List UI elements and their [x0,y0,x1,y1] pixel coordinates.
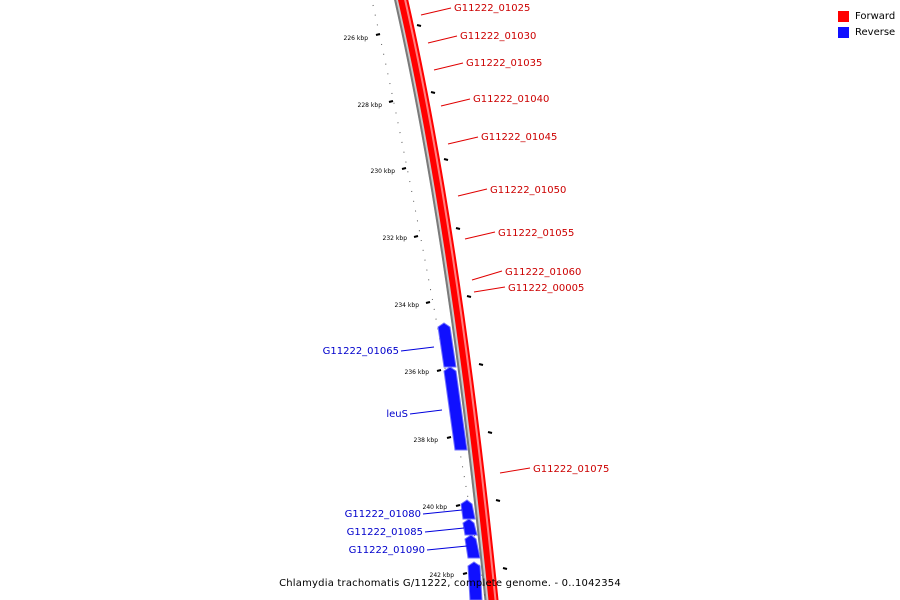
reverse-gene-block[interactable] [437,322,457,368]
scale-ticks [375,33,468,575]
legend-item-reverse[interactable]: Reverse [838,24,895,40]
forward-gene-label[interactable]: G11222_01040 [473,94,549,105]
legend-item-forward[interactable]: Forward [838,8,895,24]
forward-gene-label[interactable]: G11222_01045 [481,132,557,143]
tick-label: 232 kbp [383,235,408,242]
tick-label: 230 kbp [371,168,396,175]
forward-gene-label[interactable]: G11222_00005 [508,283,584,294]
forward-gene-label[interactable]: G11222_01025 [454,3,530,14]
forward-leader-lines [420,7,531,474]
legend-label: Reverse [855,26,896,38]
scale-dotted-line [372,4,486,599]
tick-label: 240 kbp [423,504,448,511]
reverse-gene-label[interactable]: G11222_01085 [347,527,423,538]
genome-caption: Chlamydia trachomatis G/11222, complete … [279,578,621,589]
forward-strand-arc [398,0,499,600]
tick-label: 236 kbp [405,369,430,376]
forward-gene-label[interactable]: G11222_01060 [505,267,581,278]
tick-label: 238 kbp [414,437,439,444]
reverse-gene-block[interactable] [462,518,478,536]
forward-gene-label[interactable]: G11222_01035 [466,58,542,69]
forward-gene-label[interactable]: G11222_01055 [498,228,574,239]
tick-label: 228 kbp [358,102,383,109]
reverse-leader-lines [400,346,468,551]
forward-gene-label[interactable]: G11222_01030 [460,31,536,42]
forward-gene-labels: G11222_01025 G11222_01030 G11222_01035 G… [454,3,609,475]
legend: Forward Reverse [838,8,895,40]
genome-backbone-shadow [394,0,491,600]
forward-gene-label[interactable]: G11222_01050 [490,185,566,196]
tick-label: 226 kbp [344,35,369,42]
reverse-gene-blocks [437,322,483,600]
reverse-gene-label[interactable]: G11222_01065 [323,346,399,357]
reverse-gene-label[interactable]: G11222_01090 [349,545,425,556]
reverse-gene-label[interactable]: G11222_01080 [345,509,421,520]
reverse-gene-block[interactable] [460,499,476,520]
forward-swatch [838,10,849,22]
forward-gene-label[interactable]: G11222_01075 [533,464,609,475]
legend-label: Forward [855,10,896,22]
reverse-gene-block[interactable] [443,366,468,451]
scale-tick-labels: 226 kbp 228 kbp 230 kbp 232 kbp 234 kbp … [344,35,455,579]
reverse-swatch [838,26,849,38]
tick-label: 234 kbp [395,302,420,309]
reverse-gene-block[interactable] [467,561,483,600]
reverse-gene-labels: G11222_01065 leuS G11222_01080 G11222_01… [323,346,425,556]
outer-ticks [416,24,508,570]
tick-label: 242 kbp [430,572,455,579]
genome-backbone [394,0,487,600]
reverse-gene-block[interactable] [464,534,481,559]
reverse-gene-label[interactable]: leuS [386,409,408,420]
forward-strand-highlight [404,0,497,600]
